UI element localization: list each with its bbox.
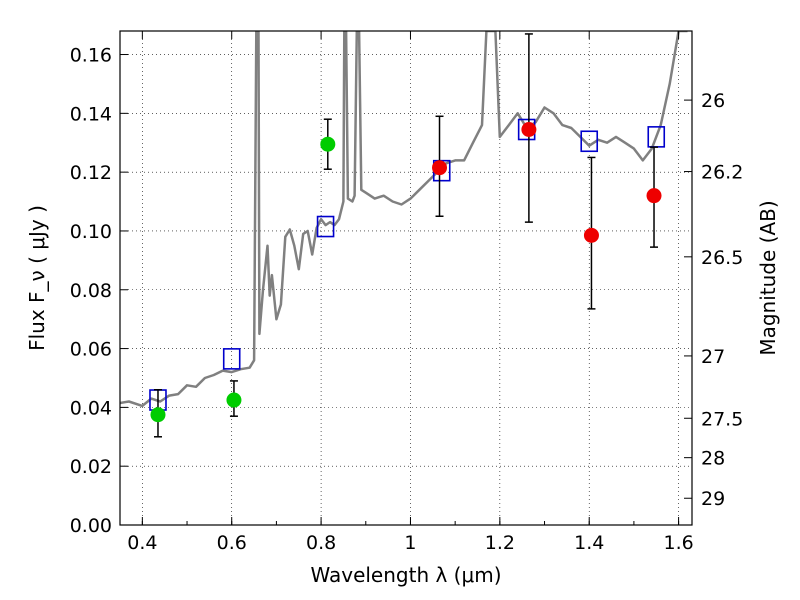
right-tick-label: 27.5 xyxy=(701,408,743,430)
x-tick-label: 0.8 xyxy=(306,532,336,554)
y-tick-label: 0.04 xyxy=(70,397,112,419)
plot-frame xyxy=(119,30,693,526)
observed-point xyxy=(432,160,448,176)
x-tick-label: 1.4 xyxy=(574,532,604,554)
model-band-square xyxy=(316,215,335,238)
right-tick-label: 27 xyxy=(701,346,725,368)
y-tick-label: 0.12 xyxy=(70,162,112,184)
observed-point xyxy=(226,392,242,408)
y-tick-label: 0.06 xyxy=(70,339,112,361)
grid xyxy=(120,31,692,526)
plot-area xyxy=(120,31,688,438)
x-tick-label: 1.6 xyxy=(663,532,693,554)
model-spectrum-line xyxy=(120,31,688,408)
x-tick-label: 1.2 xyxy=(485,532,515,554)
x-tick-label: 0.4 xyxy=(127,532,157,554)
observed-point xyxy=(150,407,166,423)
x-axis-title: Wavelength λ (μm) xyxy=(310,563,501,587)
axis-ticks: 0.4 0.6 0.8 1 1.2 1.4 1.6 0.00 0.02 0.04 0.06 0.08 0… xyxy=(70,31,743,554)
y-axis-title: Flux F_ν ( μJy ) xyxy=(25,205,49,351)
model-band-square xyxy=(580,130,599,153)
right-tick-label: 28 xyxy=(701,448,725,470)
x-tick-label: 1 xyxy=(404,532,416,554)
observed-point xyxy=(320,136,336,152)
y-tick-label: 0.00 xyxy=(70,515,112,537)
right-tick-label: 29 xyxy=(701,488,725,510)
observed-point xyxy=(646,188,662,204)
observed-point xyxy=(521,122,537,138)
y-tick-label: 0.14 xyxy=(70,103,112,125)
model-band-square xyxy=(222,348,241,370)
y-tick-label: 0.10 xyxy=(70,221,112,243)
right-tick-label: 26 xyxy=(701,90,725,112)
x-tick-label: 0.6 xyxy=(217,532,247,554)
right-tick-label: 26.2 xyxy=(701,162,743,184)
observed-point xyxy=(583,227,599,243)
y-tick-label: 0.08 xyxy=(70,280,112,302)
y-tick-label: 0.02 xyxy=(70,456,112,478)
right-tick-label: 26.5 xyxy=(701,247,743,269)
y-tick-label: 0.16 xyxy=(70,45,112,67)
right-axis-title: Magnitude (AB) xyxy=(756,200,780,355)
